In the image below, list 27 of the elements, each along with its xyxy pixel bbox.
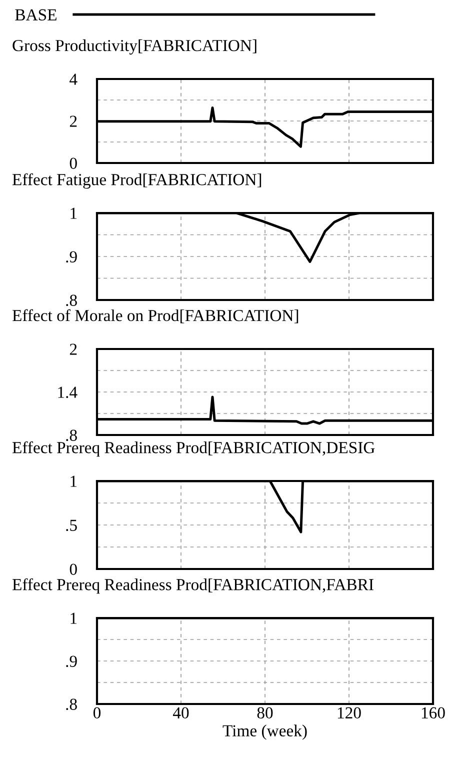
chart-title: Effect Fatigue Prod[FABRICATION] — [12, 173, 262, 189]
x-tick-label: 120 — [338, 707, 361, 719]
y-tick-label: 1.4 — [58, 386, 78, 398]
x-tick-label: 160 — [422, 707, 445, 719]
y-tick-label: 2 — [70, 344, 77, 355]
y-tick-label: 0 — [70, 564, 77, 575]
y-tick-label: .8 — [66, 430, 77, 442]
y-tick-label: 1 — [70, 612, 77, 624]
y-tick-label: .8 — [66, 698, 77, 710]
x-tick-label: 40 — [172, 707, 189, 719]
x-axis-title: Time (week) — [222, 724, 307, 740]
text: BASE — [15, 9, 56, 20]
chart-title: Effect Prereq Readiness Prod[FABRICATION,FABRI — [12, 578, 374, 594]
chart-title: Effect Prereq Readiness Prod[FABRICATION,DESIG — [12, 441, 375, 457]
chart-title: Gross Productivity[FABRICATION] — [12, 39, 256, 55]
y-tick-label: 1 — [70, 208, 77, 219]
chart-title: Effect of Morale on Prod[FABRICATION] — [12, 309, 298, 324]
y-tick-label: 0 — [70, 158, 77, 169]
y-tick-label: 4 — [70, 74, 78, 85]
y-tick-label: .5 — [66, 520, 77, 532]
y-tick-label: .9 — [66, 251, 77, 263]
x-tick-label: 80 — [257, 707, 273, 719]
x-tick-label: 0 — [93, 707, 101, 719]
y-tick-label: 2 — [70, 116, 77, 127]
y-tick-label: .9 — [66, 656, 77, 668]
y-tick-label: .8 — [66, 294, 77, 306]
y-tick-label: 1 — [70, 476, 77, 487]
